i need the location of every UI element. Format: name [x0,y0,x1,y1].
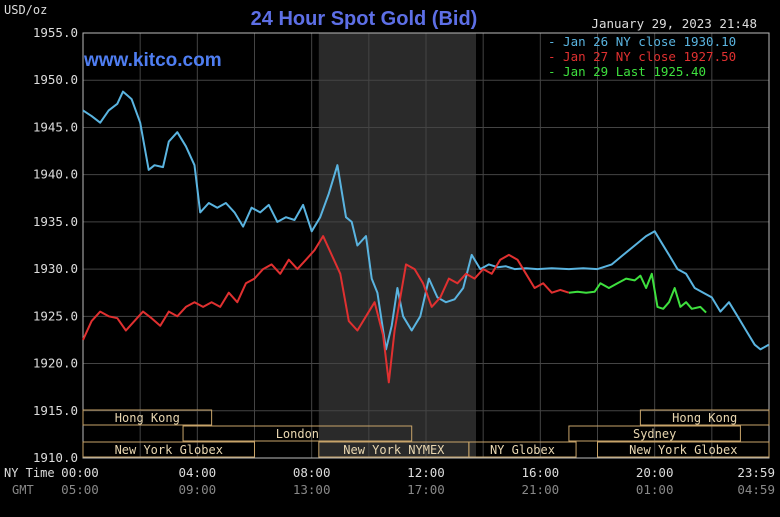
y-tick-label: 1955.0 [33,25,78,40]
session-label: Hong Kong [672,411,737,425]
session-box [182,425,413,442]
session-label: New York Globex [115,443,223,457]
y-tick-label: 1925.0 [33,308,78,323]
session-label: New York Globex [629,443,737,457]
chart-title: 24 Hour Spot Gold (Bid) [251,8,478,30]
session-box [468,441,577,458]
price-series [82,90,770,384]
series-line [82,235,570,384]
y-axis-unit-label: USD/oz [4,3,47,17]
gmt-tick: 13:00 [293,482,331,497]
ny-time-tick: 04:00 [179,465,217,480]
kitco-website: www.kitco.com [83,50,222,71]
ny-time-tick: 16:00 [522,465,560,480]
legend-entry: - Jan 29 Last 1925.40 [548,64,706,79]
series-line [568,272,707,314]
y-tick-label: 1935.0 [33,214,78,229]
session-box [82,441,255,458]
y-tick-label: 1915.0 [33,403,78,418]
ny-time-tick: 12:00 [407,465,445,480]
ny-time-tick: 08:00 [293,465,331,480]
gmt-label: GMT [12,483,34,497]
ny-time-tick: 20:00 [636,465,674,480]
gmt-tick: 05:00 [61,482,99,497]
y-tick-label: 1930.0 [33,261,78,276]
plot-frame [82,32,770,459]
ny-time-tick: 23:59 [737,465,775,480]
session-box [568,425,741,442]
session-label: London [276,427,319,441]
y-tick-label: 1945.0 [33,119,78,134]
session-label: NY Globex [490,443,555,457]
y-tick-label: 1950.0 [33,72,78,87]
session-bar: Sydney [568,425,741,442]
legend: - Jan 26 NY close 1930.10- Jan 27 NY clo… [548,34,736,79]
y-tick-label: 1920.0 [33,356,78,371]
gmt-tick: 04:59 [737,482,775,497]
session-box [82,409,213,426]
gmt-tick: 01:00 [636,482,674,497]
session-bar: New York Globex [82,441,255,458]
y-tick-label: 1910.0 [33,450,78,465]
chart-timestamp: January 29, 2023 21:48 [591,16,757,31]
session-bar: NY Globex [468,441,577,458]
y-axis-ticks: 1955.0 1950.0 1945.0 1940.0 1935.0 1930.0 1925… [33,25,78,465]
session-bar: New York Globex [597,441,770,458]
series-line [82,90,770,351]
session-box [597,441,770,458]
session-label: Hong Kong [115,411,180,425]
session-label: New York NYMEX [343,443,445,457]
session-bar: London [182,425,413,442]
session-bar: Hong Kong [82,409,213,426]
legend-entry: - Jan 26 NY close 1930.10 [548,34,736,49]
ny-time-label: NY Time [4,466,55,480]
gmt-tick: 09:00 [179,482,217,497]
session-box [639,409,770,426]
market-sessions: Hong Kong Hong Kong London Sydney New York G… [82,409,770,458]
session-bar: Hong Kong [639,409,770,426]
gmt-tick: 17:00 [407,482,445,497]
legend-entry: - Jan 27 NY close 1927.50 [548,49,736,64]
gmt-tick: 21:00 [522,482,560,497]
nymex-shaded-region [318,33,477,458]
shaded-region [318,33,477,458]
ny-time-tick: 00:00 [61,465,99,480]
y-tick-label: 1940.0 [33,167,78,182]
session-label: Sydney [633,427,676,441]
x-axis-ticks: 00:00 05:00 04:00 09:00 08:00 13:00 12:00 17:00… [61,465,775,497]
